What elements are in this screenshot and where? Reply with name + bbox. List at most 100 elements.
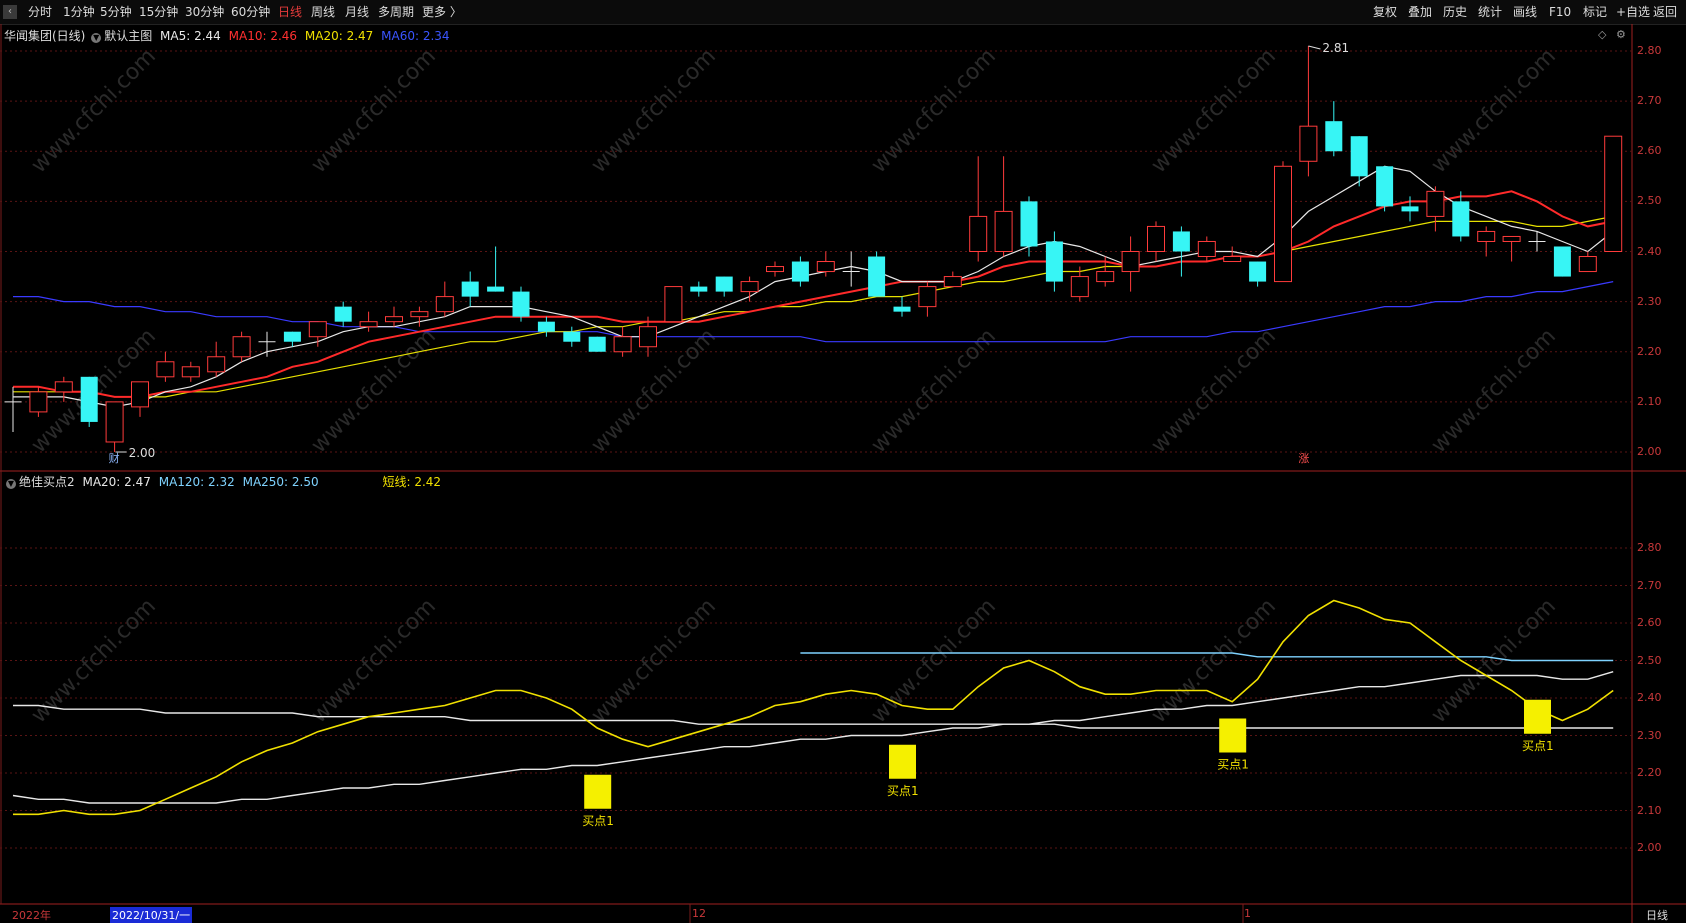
indicator-tick: 2.10	[1637, 803, 1662, 817]
candle-body	[181, 366, 200, 378]
f10-button[interactable]: F10	[1549, 5, 1572, 19]
candle-body	[1452, 201, 1470, 237]
candle-body	[1604, 135, 1623, 252]
candle-body	[1502, 235, 1521, 242]
period-tab-fenshi[interactable]: 分时	[28, 5, 53, 19]
candle-body	[715, 276, 733, 292]
time-cursor-date: 2022/10/31/一	[110, 907, 193, 923]
period-tab-30min[interactable]: 30分钟	[185, 5, 225, 19]
candle-body	[487, 286, 505, 292]
back-arrow-icon[interactable]: ‹	[3, 5, 17, 19]
period-tab-daily[interactable]: 日线	[278, 5, 303, 19]
watermark-text: www.cfchi.com	[1427, 324, 1561, 458]
candle-body	[690, 286, 708, 292]
diamond-icon[interactable]: ◇	[1598, 28, 1607, 41]
candle-body	[1477, 230, 1496, 242]
mark-button[interactable]: 标记	[1583, 5, 1608, 19]
candle-body	[1121, 251, 1140, 273]
candle-body	[1147, 225, 1165, 252]
watermark-text: www.cfchi.com	[27, 594, 161, 728]
candle-body	[461, 281, 479, 297]
period-label: 日线	[1646, 909, 1668, 922]
candle-body	[131, 381, 149, 408]
indicator-name[interactable]: 绝佳买点2	[19, 475, 75, 489]
candle-body	[537, 321, 555, 332]
candle-body	[105, 401, 124, 443]
buy-signal-label: 买点1	[1217, 758, 1249, 772]
candle-body	[207, 356, 226, 373]
candle-body	[613, 336, 632, 353]
price-tick: 2.30	[1637, 294, 1662, 308]
indicator-tick: 2.50	[1637, 653, 1662, 667]
history-button[interactable]: 历史	[1443, 5, 1468, 19]
candle-body	[359, 321, 378, 328]
chart-canvas[interactable]: www.cfchi.com www.cfchi.com www.cfchi.com w…	[0, 24, 1686, 923]
period-tab-more[interactable]: 更多 〉	[422, 5, 462, 19]
period-tab-5min[interactable]: 5分钟	[100, 5, 132, 19]
candle-body	[512, 291, 530, 317]
indicator-tick: 2.70	[1637, 578, 1662, 592]
candle-body	[1070, 276, 1089, 298]
watermark-text: www.cfchi.com	[1147, 44, 1281, 178]
buy-signal-box	[889, 744, 916, 779]
buy-signals: 买点1 买点1 买点1 买点1	[582, 699, 1554, 828]
high-price-marker: 2.81	[1322, 41, 1349, 55]
period-tab-60min[interactable]: 60分钟	[231, 5, 271, 19]
ind-ma20-line	[12, 671, 1614, 804]
period-tab-multi[interactable]: 多周期	[378, 5, 415, 19]
candle-body	[1249, 261, 1267, 282]
period-tab-1min[interactable]: 1分钟	[63, 5, 95, 19]
watermark-text: www.cfchi.com	[1427, 44, 1561, 178]
buy-signal-label: 买点1	[582, 814, 614, 828]
candle-body	[308, 321, 327, 338]
candle-body	[1045, 241, 1063, 282]
candle-body	[156, 361, 175, 378]
return-button[interactable]: 返回	[1653, 5, 1678, 19]
time-axis-year: 2022年	[12, 909, 51, 922]
draw-line-button[interactable]: 画线	[1513, 5, 1538, 19]
candles	[4, 45, 1623, 452]
ma10-line	[13, 190, 1614, 398]
candle-body	[816, 261, 835, 273]
indicator-tick: 2.80	[1637, 541, 1662, 554]
high-price-arrow	[1308, 45, 1321, 50]
candle-body	[969, 215, 988, 253]
adjust-button[interactable]: 复权	[1373, 5, 1398, 19]
indicator-tick: 2.00	[1637, 841, 1662, 854]
ma5-line	[13, 165, 1614, 408]
buy-signal-label: 买点1	[887, 784, 919, 798]
overlay-button[interactable]: 叠加	[1408, 5, 1433, 19]
chevron-down-icon[interactable]: ▼	[91, 33, 102, 43]
candle-body	[1401, 206, 1419, 212]
period-tab-weekly[interactable]: 周线	[311, 5, 336, 19]
main-ma-lines	[13, 165, 1614, 408]
watermark-text: www.cfchi.com	[867, 594, 1001, 728]
price-tick: 2.70	[1637, 94, 1662, 108]
add-watchlist-button[interactable]: +自选	[1616, 5, 1651, 19]
chevron-down-icon[interactable]: ▼	[6, 479, 16, 489]
layout-name[interactable]: 默认主图	[104, 29, 153, 43]
ma60-line	[13, 281, 1614, 343]
period-tab-monthly[interactable]: 月线	[345, 5, 370, 19]
buy-signal-box	[1524, 699, 1551, 734]
ma20-line	[13, 215, 1614, 398]
watermark-text: www.cfchi.com	[587, 44, 721, 178]
settings-icon[interactable]: ⚙	[1616, 28, 1626, 41]
ind-ma20-label: MA20: 2.47	[82, 475, 151, 489]
price-tick: 2.00	[1637, 445, 1662, 458]
buy-signal-box	[1219, 718, 1247, 753]
toolbar: ‹ 分时 1分钟 5分钟 15分钟 30分钟 60分钟 日线 周线 月线 多周期…	[0, 0, 1686, 25]
indicator-tick: 2.30	[1637, 728, 1662, 742]
low-price-marker: 2.00	[129, 446, 156, 460]
period-tab-15min[interactable]: 15分钟	[139, 5, 179, 19]
time-axis-month: 1	[1244, 907, 1251, 920]
stats-button[interactable]: 统计	[1478, 5, 1503, 19]
price-tick: 2.40	[1637, 244, 1662, 258]
buy-signal-box	[584, 774, 612, 809]
watermark-text: www.cfchi.com	[867, 44, 1001, 178]
short-line	[13, 599, 1614, 816]
event-marker-finance: 财	[109, 451, 120, 465]
candle-body	[1426, 190, 1445, 217]
event-marker-limit-up: 涨	[1298, 452, 1309, 465]
candle-body	[1274, 165, 1292, 283]
